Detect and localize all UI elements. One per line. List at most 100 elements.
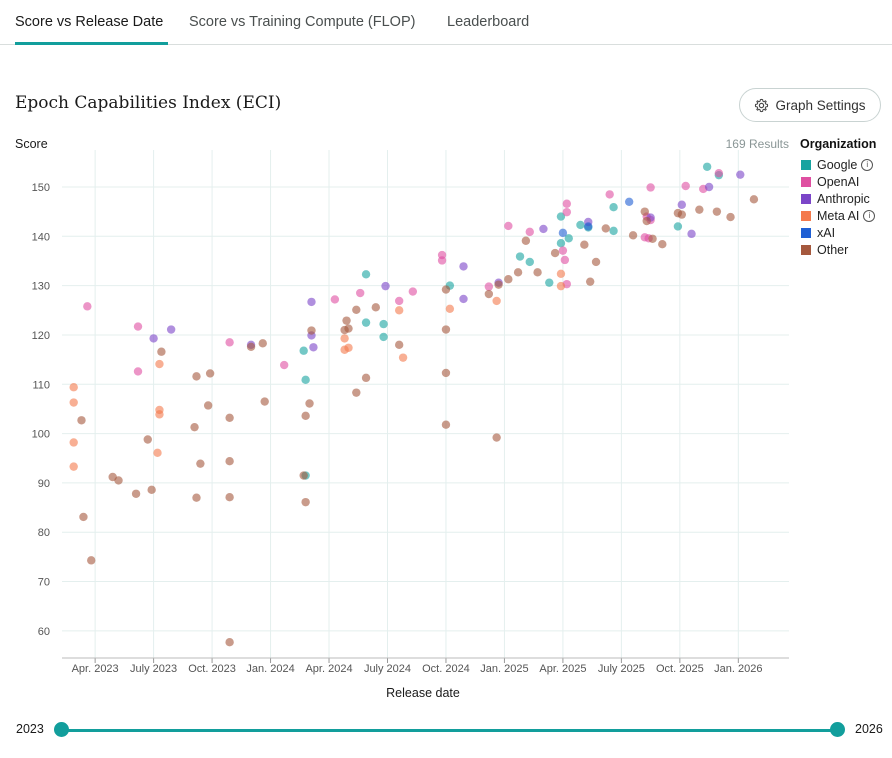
data-point-other[interactable] <box>203 401 213 410</box>
data-point-openai[interactable] <box>558 246 568 255</box>
data-point-openai[interactable] <box>605 190 614 199</box>
data-point-other[interactable] <box>192 372 201 381</box>
data-point-google[interactable] <box>299 346 308 355</box>
data-point-anthropic[interactable] <box>539 224 548 234</box>
data-point-google[interactable] <box>525 257 534 267</box>
data-point-google[interactable] <box>379 319 388 329</box>
data-point-other[interactable] <box>513 268 523 277</box>
data-point-google[interactable] <box>301 375 310 385</box>
data-point-other[interactable] <box>225 493 234 502</box>
data-point-openai[interactable] <box>484 282 494 291</box>
data-point-openai[interactable] <box>394 296 404 306</box>
data-point-anthropic[interactable] <box>677 200 687 209</box>
data-point-other[interactable] <box>131 489 141 498</box>
data-point-other[interactable] <box>712 207 722 216</box>
data-point-openai[interactable] <box>225 338 234 347</box>
data-point-other[interactable] <box>642 216 651 226</box>
data-point-other[interactable] <box>441 325 451 334</box>
data-point-other[interactable] <box>550 248 560 258</box>
data-point-other[interactable] <box>580 240 589 249</box>
data-point-other[interactable] <box>225 413 234 423</box>
tab-score-vs-training-compute[interactable]: Score vs Training Compute (FLOP) <box>189 14 416 30</box>
data-point-other[interactable] <box>190 422 199 432</box>
data-point-other[interactable] <box>342 316 351 325</box>
date-range-track[interactable] <box>62 729 838 732</box>
data-point-openai[interactable] <box>437 256 447 265</box>
data-point-anthropic[interactable] <box>736 170 745 179</box>
data-point-google[interactable] <box>545 278 554 287</box>
data-point-xai[interactable] <box>584 222 593 231</box>
data-point-other[interactable] <box>352 305 361 314</box>
data-point-openai[interactable] <box>562 199 572 208</box>
data-point-other[interactable] <box>695 205 704 214</box>
data-point-other[interactable] <box>361 373 371 383</box>
data-point-meta-ai[interactable] <box>445 304 455 314</box>
data-point-other[interactable] <box>492 433 501 442</box>
data-point-anthropic[interactable] <box>459 294 468 304</box>
tab-score-vs-release-date[interactable]: Score vs Release Date <box>15 14 164 30</box>
data-point-meta-ai[interactable] <box>69 462 78 471</box>
data-point-google[interactable] <box>556 239 566 248</box>
data-point-meta-ai[interactable] <box>556 269 566 278</box>
data-point-meta-ai[interactable] <box>398 353 408 362</box>
data-point-other[interactable] <box>521 236 531 245</box>
data-point-other[interactable] <box>305 399 314 408</box>
data-point-meta-ai[interactable] <box>155 359 164 369</box>
data-point-meta-ai[interactable] <box>344 343 353 352</box>
data-point-openai[interactable] <box>279 360 289 370</box>
data-point-meta-ai[interactable] <box>153 448 162 458</box>
data-point-other[interactable] <box>601 224 610 233</box>
data-point-xai[interactable] <box>624 197 634 206</box>
data-point-openai[interactable] <box>560 255 570 265</box>
data-point-google[interactable] <box>576 220 585 230</box>
data-point-openai[interactable] <box>562 207 572 217</box>
data-point-anthropic[interactable] <box>149 334 158 343</box>
data-point-google[interactable] <box>361 318 371 327</box>
data-point-other[interactable] <box>441 420 451 429</box>
data-point-anthropic[interactable] <box>381 281 390 291</box>
data-point-other[interactable] <box>677 210 687 219</box>
legend-item-xai[interactable]: xAI <box>801 224 875 241</box>
data-point-anthropic[interactable] <box>166 325 176 334</box>
data-point-openai[interactable] <box>330 295 340 304</box>
data-point-google[interactable] <box>361 270 371 279</box>
data-point-google[interactable] <box>609 226 618 236</box>
data-point-anthropic[interactable] <box>309 343 318 352</box>
data-point-google[interactable] <box>702 162 712 171</box>
data-point-other[interactable] <box>77 416 86 425</box>
data-point-openai[interactable] <box>408 287 418 296</box>
data-point-other[interactable] <box>352 388 361 397</box>
data-point-other[interactable] <box>658 240 667 249</box>
data-point-other[interactable] <box>260 397 269 406</box>
data-point-openai[interactable] <box>714 168 724 178</box>
data-point-other[interactable] <box>749 195 759 204</box>
data-point-openai[interactable] <box>525 227 534 237</box>
data-point-other[interactable] <box>726 212 735 222</box>
data-point-meta-ai[interactable] <box>394 306 404 315</box>
data-point-openai[interactable] <box>133 322 143 331</box>
data-point-anthropic[interactable] <box>704 182 714 192</box>
data-point-other[interactable] <box>591 257 601 267</box>
legend-item-anthropic[interactable]: Anthropic <box>801 190 875 207</box>
data-point-meta-ai[interactable] <box>492 296 501 306</box>
data-point-other[interactable] <box>205 369 215 378</box>
data-point-other[interactable] <box>301 497 310 507</box>
data-point-other[interactable] <box>441 285 451 294</box>
data-point-google[interactable] <box>379 332 388 342</box>
legend-item-meta-ai[interactable]: Meta AI i <box>801 207 876 224</box>
data-point-other[interactable] <box>79 512 88 522</box>
data-point-google[interactable] <box>609 203 618 212</box>
data-point-other[interactable] <box>246 342 256 351</box>
data-point-other[interactable] <box>192 493 201 502</box>
data-point-other[interactable] <box>157 347 166 356</box>
graph-settings-button[interactable]: Graph Settings <box>739 88 881 122</box>
data-point-other[interactable] <box>225 457 234 466</box>
data-point-other[interactable] <box>441 368 451 378</box>
data-point-openai[interactable] <box>83 302 92 311</box>
data-point-other[interactable] <box>371 303 380 312</box>
data-point-meta-ai[interactable] <box>155 410 164 419</box>
data-point-meta-ai[interactable] <box>69 438 78 447</box>
data-point-google[interactable] <box>564 234 573 243</box>
data-point-anthropic[interactable] <box>687 229 696 239</box>
data-point-meta-ai[interactable] <box>340 334 349 343</box>
